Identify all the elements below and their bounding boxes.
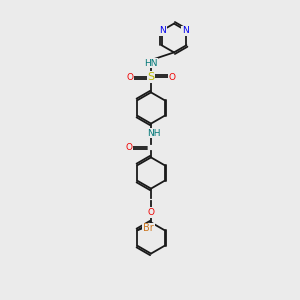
Text: O: O [127,73,134,82]
Text: N: N [159,26,166,35]
Text: N: N [182,26,189,35]
Text: O: O [169,73,176,82]
Text: S: S [147,72,155,82]
Text: NH: NH [147,128,161,137]
Text: Br: Br [143,223,154,233]
Text: HN: HN [144,58,158,68]
Text: O: O [148,208,154,217]
Text: O: O [125,142,133,152]
